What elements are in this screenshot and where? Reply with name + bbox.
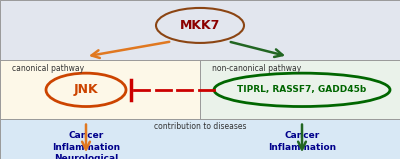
Text: Cancer
Inflammation: Cancer Inflammation [268, 131, 336, 152]
Text: canonical pathway: canonical pathway [12, 64, 84, 73]
Text: non-canonical pathway: non-canonical pathway [212, 64, 301, 73]
Text: Cancer
Inflammation
Neurological: Cancer Inflammation Neurological [52, 131, 120, 159]
Bar [0, 119, 400, 159]
Text: TIPRL, RASSF7, GADD45b: TIPRL, RASSF7, GADD45b [237, 85, 367, 94]
Bar [0, 60, 200, 119]
Bar [200, 60, 400, 119]
Text: JNK: JNK [74, 83, 98, 96]
Text: contribution to diseases: contribution to diseases [154, 122, 246, 131]
Text: MKK7: MKK7 [180, 19, 220, 32]
